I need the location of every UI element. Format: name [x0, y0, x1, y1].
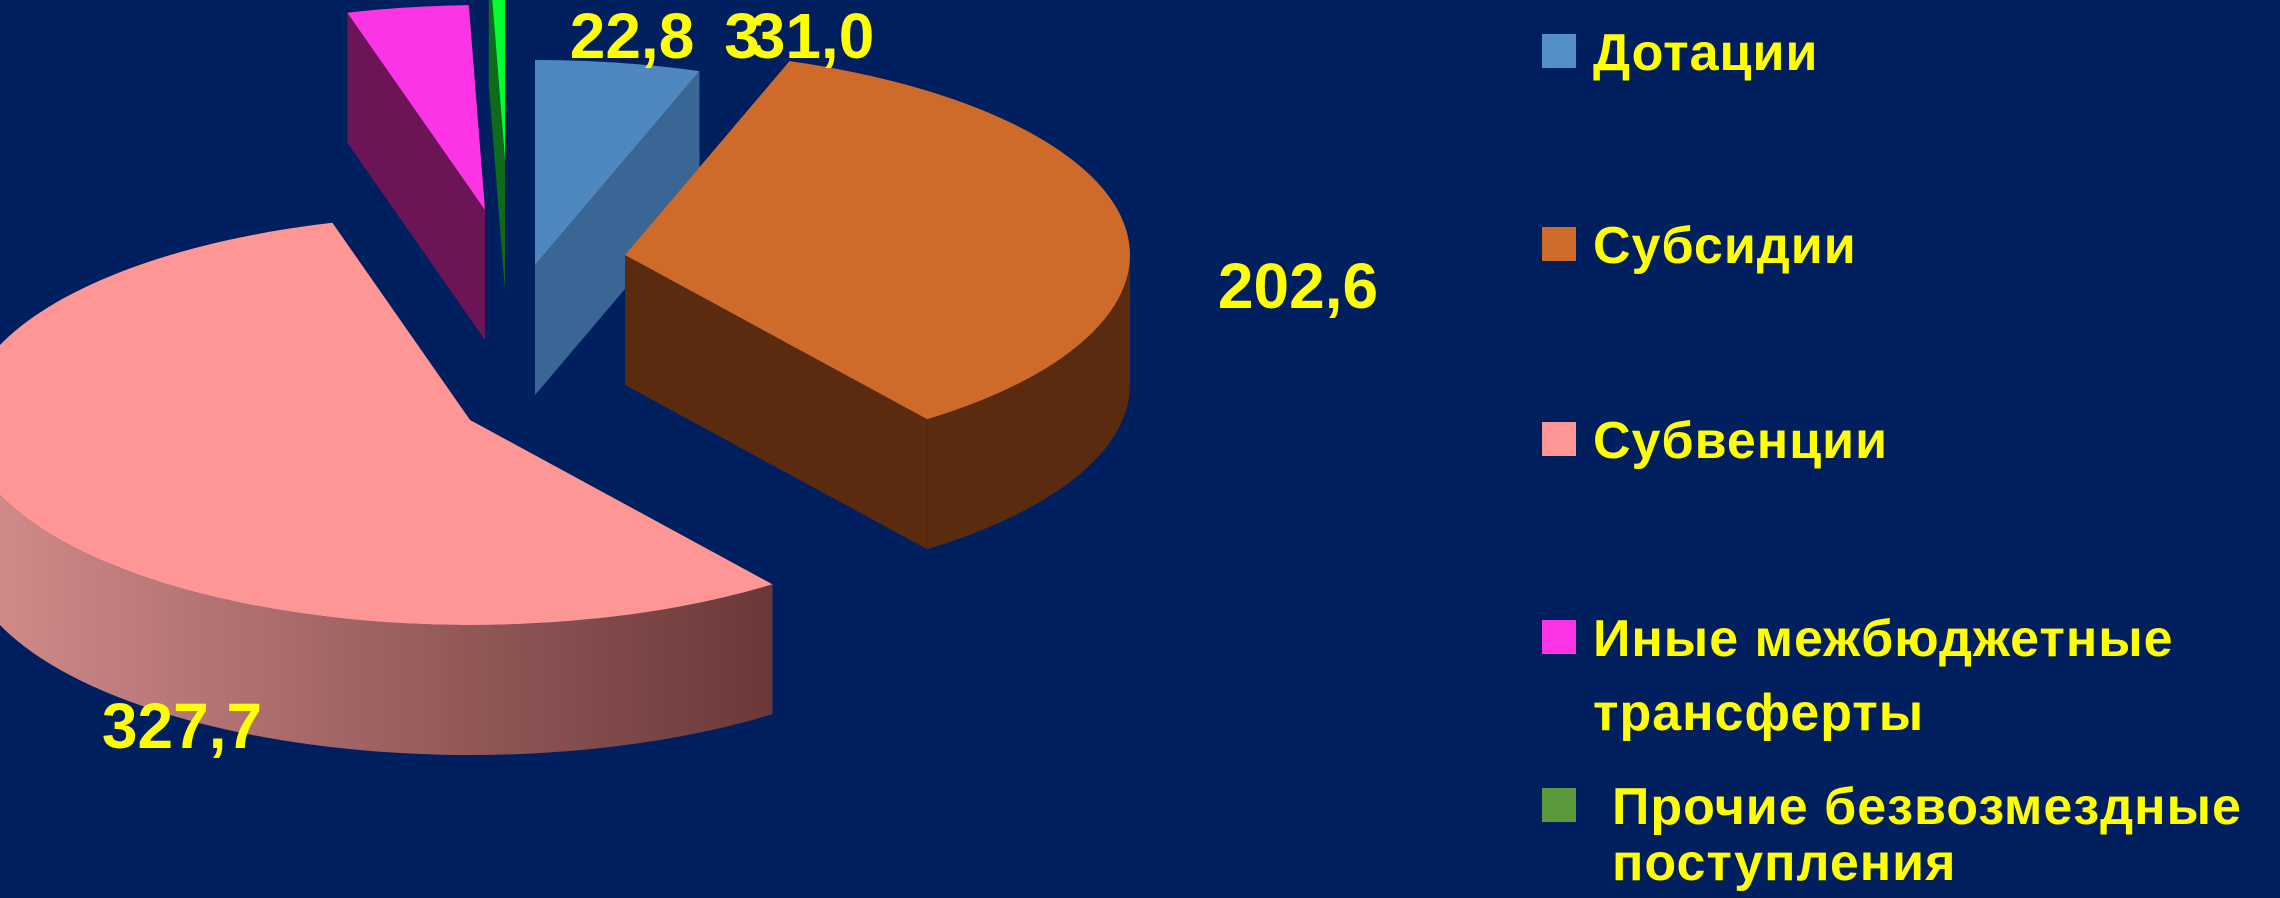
legend-label-5-line-2: поступления	[1612, 834, 1956, 892]
slice-5	[488, 0, 505, 290]
slice-4	[347, 5, 485, 341]
slice-5-top	[492, 0, 505, 160]
slice-4-wall-1	[347, 12, 485, 341]
data-label-1: 31,0	[750, 0, 875, 72]
legend-label-3-line-1: Субвенции	[1593, 412, 1888, 470]
data-label-2: 202,6	[1218, 250, 1378, 322]
slice-2-top	[625, 61, 1130, 420]
slice-4-top	[347, 5, 485, 210]
slice-5-wall-1	[488, 0, 505, 290]
legend: Дотации Субсидии Субвенции Иные межбюджетны…	[1542, 24, 2242, 892]
slice-3-side	[0, 494, 773, 755]
slice-1-wall-2	[535, 71, 700, 396]
legend-swatch-3	[1542, 422, 1576, 456]
slice-2	[625, 61, 1130, 550]
legend-swatch-1	[1542, 34, 1576, 68]
legend-swatch-4	[1542, 620, 1576, 654]
data-labels: 31,0 202,6 327,7 22,8 3	[102, 0, 1378, 762]
slice-1	[535, 60, 700, 396]
legend-swatch-2	[1542, 227, 1576, 261]
legend-label-1-line-1: Дотации	[1593, 24, 1818, 82]
legend-swatch-5	[1542, 788, 1576, 822]
data-label-5: 3	[724, 0, 760, 72]
slice-3	[0, 222, 773, 755]
legend-label-2-line-1: Субсидии	[1593, 217, 1857, 275]
slice-1-top	[535, 60, 700, 265]
legend-label-4-line-1: Иные межбюджетные	[1593, 610, 2174, 668]
slice-3-top	[0, 222, 773, 625]
pie-slices	[0, 0, 1130, 755]
legend-label-5-line-1: Прочие безвозмездные	[1612, 778, 2242, 836]
legend-label-4-line-2: трансферты	[1593, 684, 1924, 742]
data-label-3: 327,7	[102, 690, 262, 762]
slice-2-wall-2	[625, 255, 928, 550]
slice-2-side	[927, 255, 1130, 550]
data-label-4: 22,8	[570, 0, 695, 72]
